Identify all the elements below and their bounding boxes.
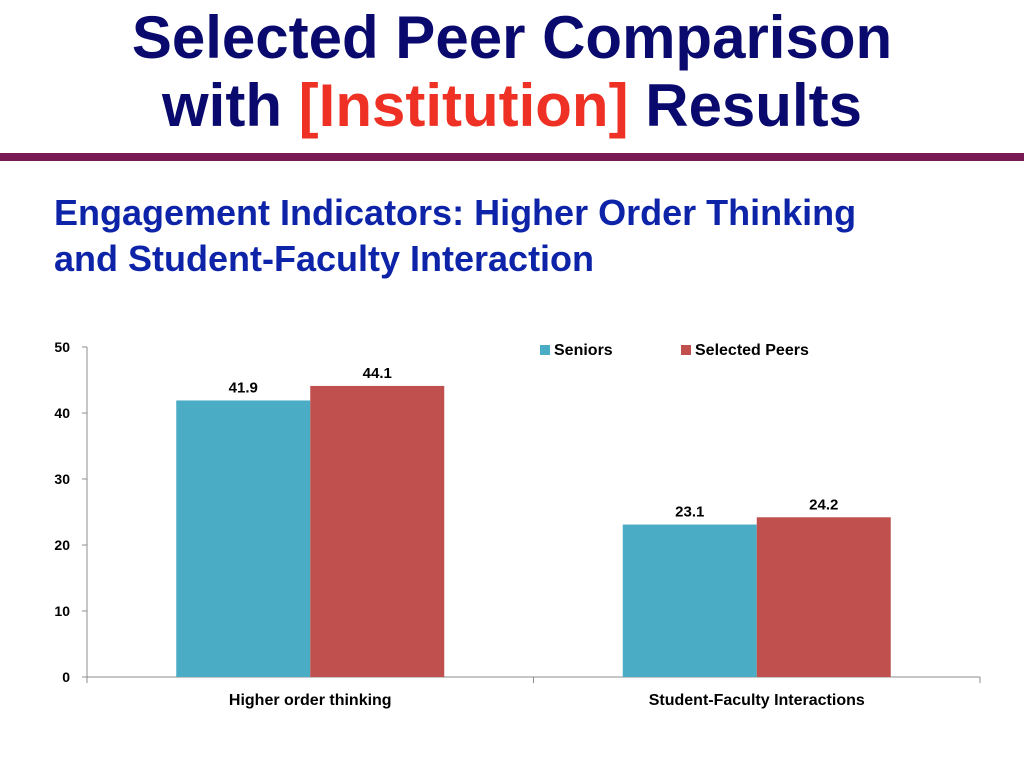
y-tick-label: 40 (54, 405, 70, 421)
bar (756, 517, 891, 677)
data-label: 23.1 (675, 504, 704, 521)
title-line-2: with [Institution] Results (0, 72, 1024, 140)
legend-label: Seniors (554, 342, 613, 359)
y-tick-label: 0 (62, 669, 70, 685)
y-tick-label: 30 (54, 471, 70, 487)
bar-chart: 0 10 20 30 40 50 Higher order thinking 41.9 44.1… (54, 339, 981, 709)
x-tick-label: Higher order thinking (229, 692, 392, 709)
bar (622, 524, 757, 677)
title-institution: [Institution] (298, 72, 629, 139)
x-tick-label: Student-Faculty Interactions (649, 692, 865, 709)
title-line-1: Selected Peer Comparison (131, 4, 893, 71)
legend-swatch (681, 345, 691, 355)
subtitle-line-1: Engagement Indicators: Higher Order Thin… (54, 192, 857, 233)
bar (310, 385, 445, 677)
data-label: 41.9 (229, 379, 258, 396)
y-tick-label: 50 (54, 339, 70, 355)
subtitle-line-2: and Student-Faculty Interaction (54, 238, 595, 279)
slide-title: Selected Peer Comparison with [Instituti… (0, 4, 1024, 140)
legend-swatch (540, 345, 550, 355)
bar (176, 400, 311, 677)
title-results: Results (645, 72, 862, 139)
legend-label: Selected Peers (695, 342, 809, 359)
title-with: with (162, 72, 282, 139)
data-label: 24.2 (809, 496, 838, 513)
y-tick-label: 20 (54, 537, 70, 553)
title-divider (0, 153, 1024, 161)
slide-subtitle: Engagement Indicators: Higher Order Thin… (54, 190, 994, 282)
data-label: 44.1 (363, 365, 392, 382)
y-tick-label: 10 (54, 603, 70, 619)
